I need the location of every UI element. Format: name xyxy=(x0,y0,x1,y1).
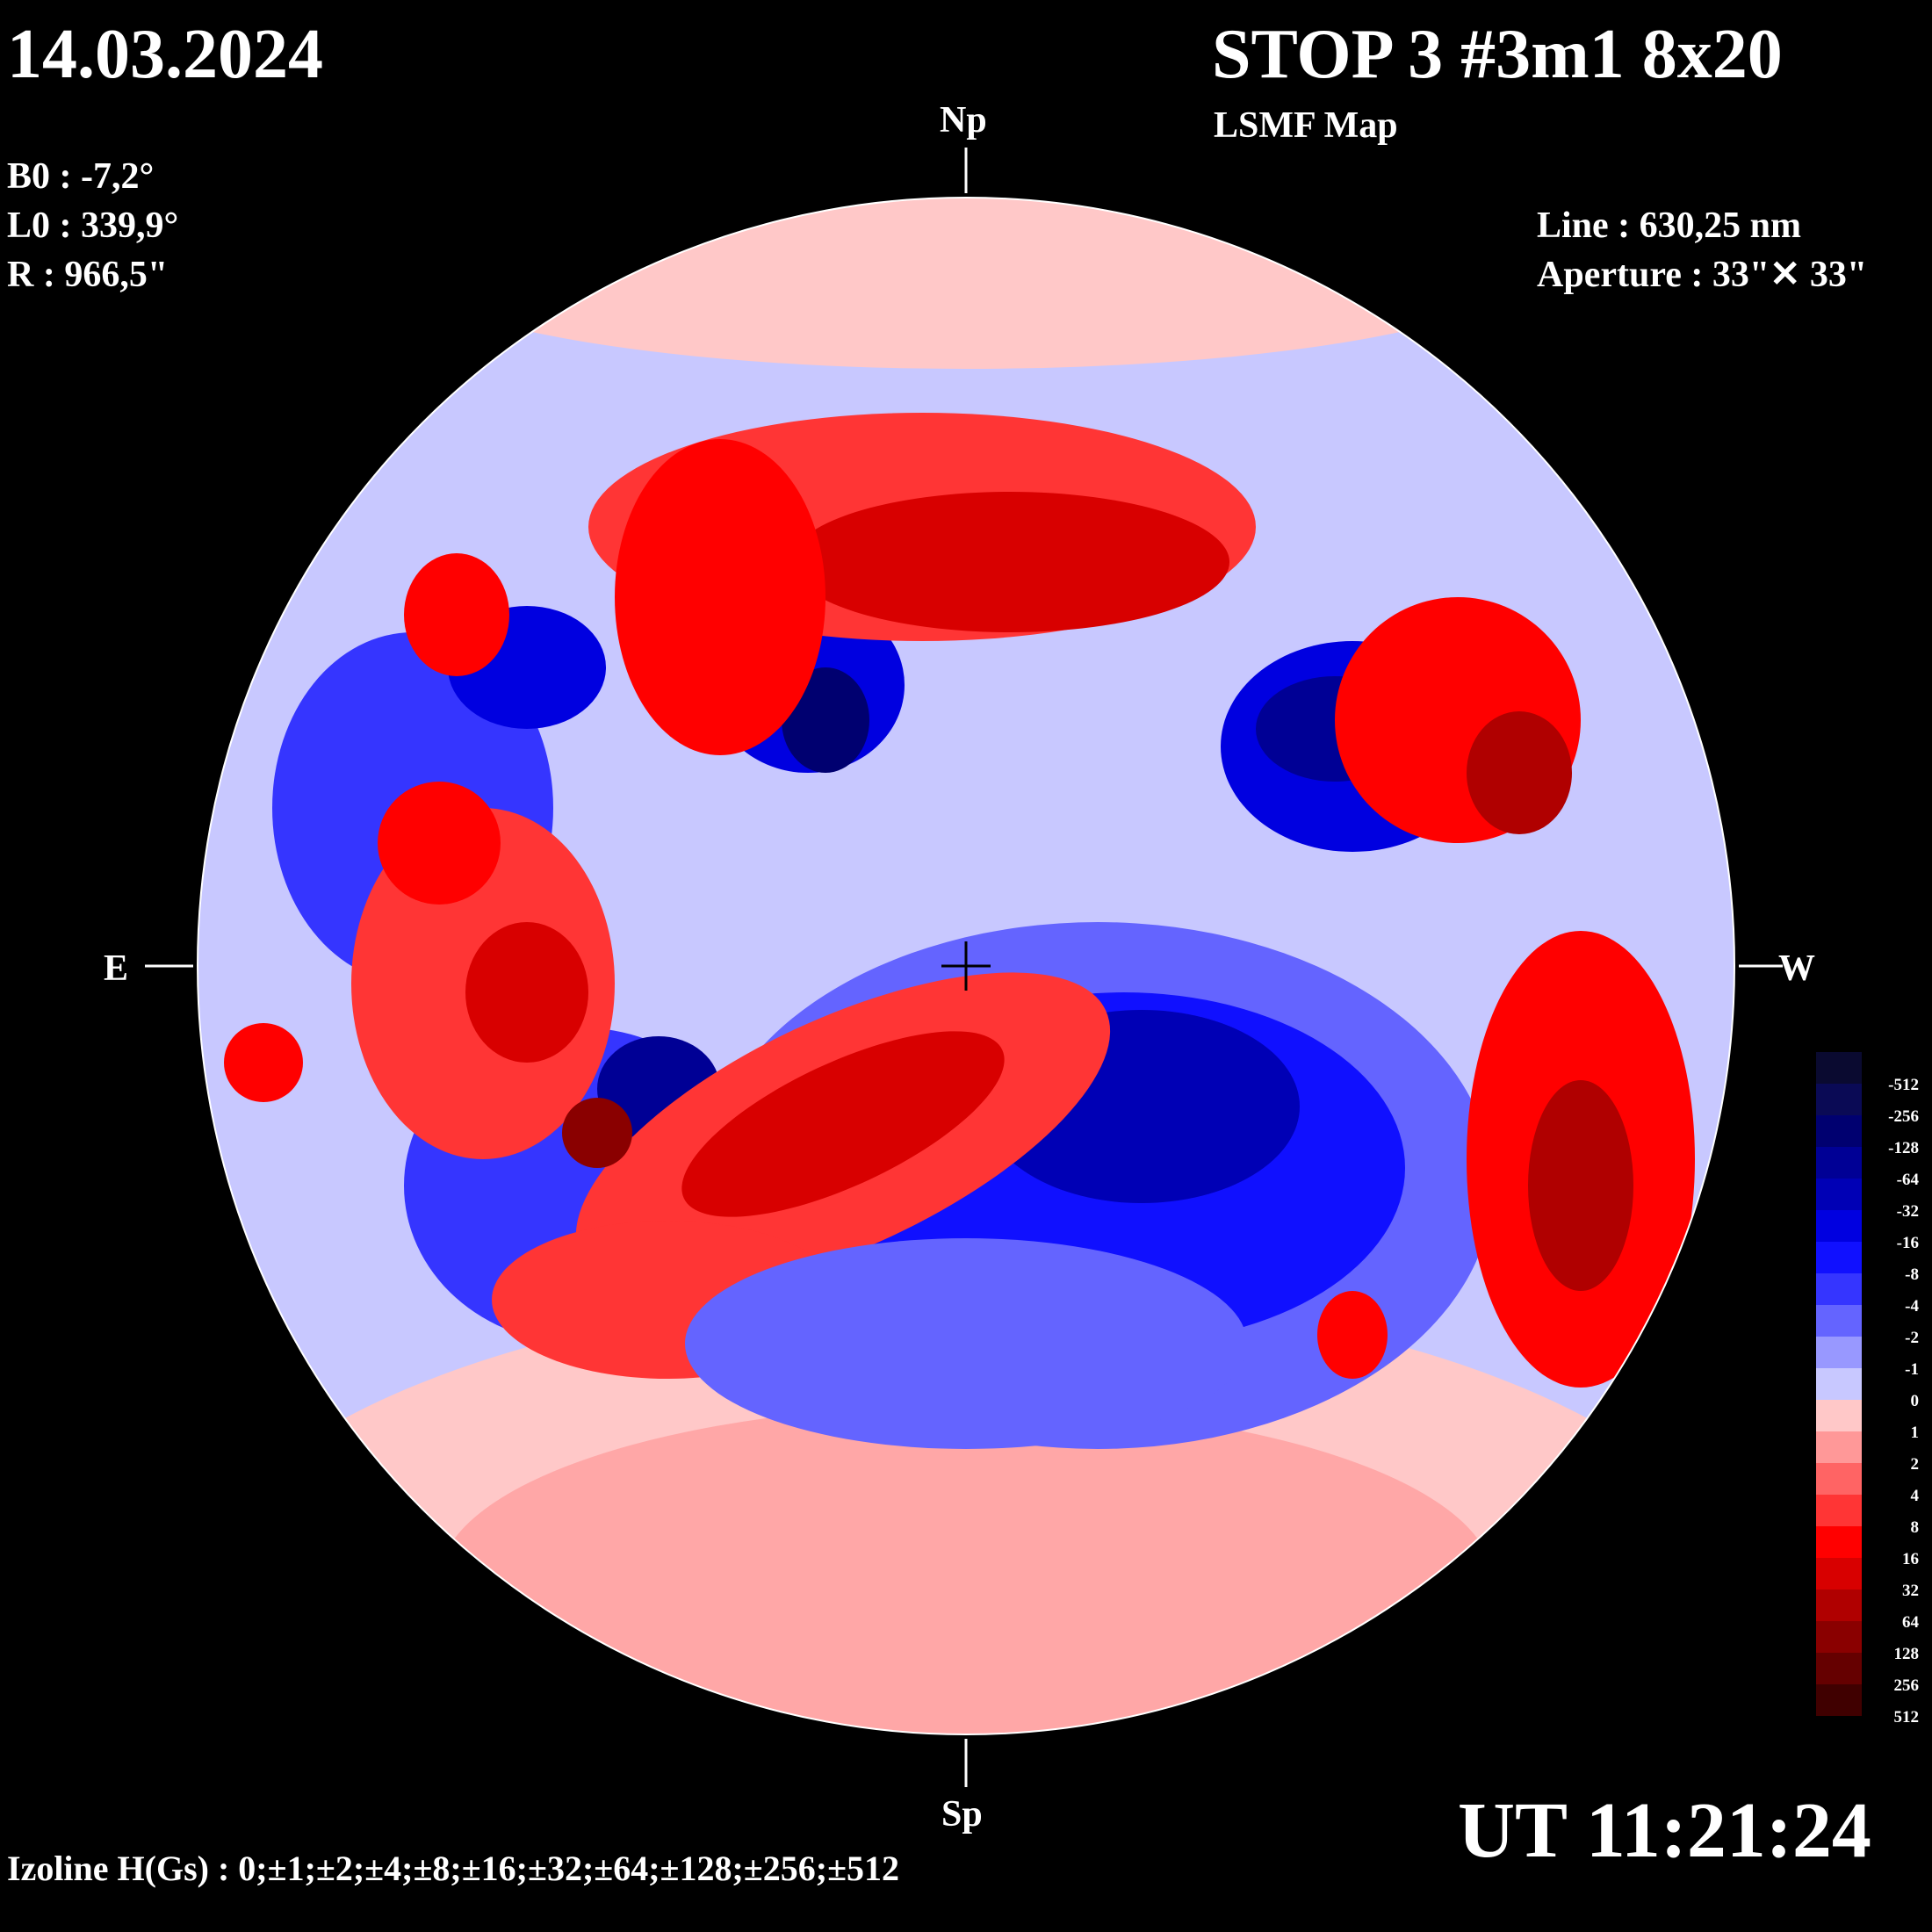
colorbar-swatch xyxy=(1816,1084,1862,1115)
aperture-label: Aperture : 33"✕ 33" xyxy=(1537,255,1868,295)
colorbar-swatch xyxy=(1816,1179,1862,1210)
colorbar-tick-label: -1 xyxy=(1905,1360,1919,1379)
title-label: STOP 3 #3m1 8x20 xyxy=(1212,16,1783,93)
west-label: W xyxy=(1778,948,1815,989)
colorbar-tick-label: -2 xyxy=(1905,1329,1919,1347)
colorbar-swatch xyxy=(1816,1621,1862,1653)
north-label: Np xyxy=(940,100,987,141)
subtitle-label: LSMF Map xyxy=(1214,105,1398,146)
l0-label: L0 : 339,9° xyxy=(7,205,179,246)
colorbar xyxy=(1816,1052,1862,1716)
colorbar-swatch xyxy=(1816,1305,1862,1337)
radius-label: R : 966,5" xyxy=(7,255,169,295)
colorbar-tick-label: -32 xyxy=(1896,1202,1919,1221)
solar-disk xyxy=(198,198,1734,1734)
colorbar-swatch xyxy=(1816,1210,1862,1242)
colorbar-tick-label: 2 xyxy=(1910,1455,1920,1474)
colorbar-tick-label: -64 xyxy=(1896,1171,1919,1189)
south-label: Sp xyxy=(941,1794,983,1835)
colorbar-tick-label: -512 xyxy=(1888,1076,1919,1094)
time-label: UT 11:21:24 xyxy=(1458,1787,1871,1874)
colorbar-swatch xyxy=(1816,1653,1862,1684)
colorbar-swatch xyxy=(1816,1526,1862,1558)
colorbar-swatch xyxy=(1816,1273,1862,1305)
colorbar-swatch xyxy=(1816,1147,1862,1179)
colorbar-tick-label: 16 xyxy=(1902,1550,1919,1568)
east-label: E xyxy=(104,948,129,989)
colorbar-tick-label: 128 xyxy=(1893,1645,1920,1663)
disk-limb xyxy=(197,197,1735,1735)
colorbar-swatch xyxy=(1816,1368,1862,1400)
colorbar-swatch xyxy=(1816,1590,1862,1621)
colorbar-swatch xyxy=(1816,1115,1862,1147)
colorbar-tick-label: 256 xyxy=(1893,1676,1920,1695)
colorbar-tick-label: 0 xyxy=(1910,1392,1920,1410)
colorbar-swatch xyxy=(1816,1463,1862,1495)
colorbar-tick-label: 32 xyxy=(1902,1582,1919,1600)
colorbar-swatch xyxy=(1816,1684,1862,1716)
colorbar-tick-label: -128 xyxy=(1888,1139,1919,1157)
colorbar-tick-label: -8 xyxy=(1905,1265,1919,1284)
izoline-label: Izoline H(Gs) : 0;±1;±2;±4;±8;±16;±32;±6… xyxy=(7,1849,900,1888)
colorbar-swatch xyxy=(1816,1558,1862,1590)
colorbar-tick-label: 8 xyxy=(1910,1518,1920,1537)
colorbar-swatch xyxy=(1816,1495,1862,1526)
colorbar-swatch xyxy=(1816,1052,1862,1084)
colorbar-swatch xyxy=(1816,1337,1862,1368)
colorbar-tick-label: 64 xyxy=(1902,1613,1919,1632)
colorbar-tick-label: -256 xyxy=(1888,1107,1919,1126)
date-label: 14.03.2024 xyxy=(7,16,323,93)
colorbar-tick-label: 1 xyxy=(1910,1424,1920,1442)
colorbar-tick-label: 4 xyxy=(1910,1487,1920,1505)
colorbar-tick-label: -4 xyxy=(1905,1297,1919,1316)
line-label: Line : 630,25 nm xyxy=(1537,205,1802,246)
colorbar-swatch xyxy=(1816,1242,1862,1273)
colorbar-swatch xyxy=(1816,1400,1862,1431)
b0-label: B0 : -7,2° xyxy=(7,156,155,197)
colorbar-swatch xyxy=(1816,1431,1862,1463)
colorbar-tick-label: 512 xyxy=(1893,1708,1920,1727)
colorbar-tick-label: -16 xyxy=(1896,1234,1919,1252)
